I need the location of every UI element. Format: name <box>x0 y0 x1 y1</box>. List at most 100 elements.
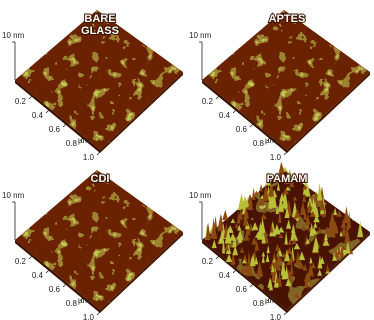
surface-spike <box>307 196 313 208</box>
surface-spike <box>225 243 232 255</box>
surface-spike <box>339 245 345 258</box>
surface-spike <box>261 254 265 263</box>
panel-label: GLASS <box>81 25 119 37</box>
x-tick-label: 0.6 <box>236 125 248 134</box>
x-axis-tick <box>96 311 101 316</box>
surface-spike <box>225 253 233 262</box>
surface-spike <box>282 187 289 195</box>
surface-spike <box>298 251 306 261</box>
surface-spike <box>234 222 239 229</box>
surface-spike <box>297 260 305 269</box>
surface-spike <box>309 256 313 264</box>
surface-spike <box>265 253 270 263</box>
surface-spike <box>269 222 274 233</box>
surface-spike <box>275 243 280 251</box>
surface-spike <box>256 200 264 206</box>
surface-spike <box>313 221 318 228</box>
surface-spike <box>256 260 264 277</box>
surface-spike <box>270 264 275 273</box>
surface-spike <box>261 251 266 257</box>
x-axis-tick <box>249 123 254 128</box>
surface-spike <box>275 273 279 283</box>
surface-spike <box>244 262 250 273</box>
surface-spike <box>290 227 296 233</box>
x-tick-label: 0.6 <box>49 285 61 294</box>
surface-spike <box>254 190 259 195</box>
surface-spike <box>276 182 281 191</box>
x-axis-tick <box>232 269 237 274</box>
x-axis-unit: µm <box>265 296 277 305</box>
surface-spike <box>309 222 314 236</box>
afm-panel: 10 nm 0.2 0.4 0.6 0.8 1.0 µm CDI <box>2 170 183 320</box>
x-axis-tick <box>79 137 84 142</box>
surface-spike <box>219 214 224 231</box>
x-axis-unit: µm <box>78 136 90 145</box>
surface-spike <box>275 204 279 215</box>
surface-edge <box>15 80 100 153</box>
surface-spike <box>211 239 217 249</box>
surface-texture <box>202 10 370 150</box>
surface-spike <box>240 264 246 274</box>
surface-spike <box>317 255 323 269</box>
surface-spike <box>289 252 294 263</box>
x-axis-tick <box>45 269 50 274</box>
x-tick-label: 0.8 <box>66 299 78 308</box>
surface-spike <box>261 231 266 244</box>
surface-spike <box>237 205 242 211</box>
surface-spike <box>229 233 237 241</box>
x-tick-label: 1.0 <box>270 313 282 320</box>
x-tick-label: 0.2 <box>15 97 27 106</box>
x-tick-label: 0.8 <box>253 299 265 308</box>
surface-spike <box>336 210 343 217</box>
x-axis-tick <box>215 95 220 100</box>
surface-spike <box>293 243 301 250</box>
surface-spike <box>327 231 333 236</box>
surface-spike <box>285 260 293 265</box>
afm-panel: 10 nm 0.2 0.4 0.6 0.8 1.0 µm APTES <box>189 10 370 162</box>
x-tick-label: 0.8 <box>66 139 78 148</box>
x-axis-tick <box>266 297 271 302</box>
surface-spike <box>284 206 290 219</box>
surface-spike <box>305 213 311 225</box>
surface-spike <box>226 225 234 233</box>
x-axis-tick <box>96 151 101 156</box>
panel-label: PAMAM <box>267 173 308 185</box>
surface-spike <box>218 238 225 243</box>
surface-spike <box>310 197 317 213</box>
surface-spike <box>293 292 300 298</box>
x-axis-tick <box>79 297 84 302</box>
surface-spike <box>304 278 308 289</box>
surface-spike <box>243 207 249 226</box>
surface-spike <box>239 200 246 207</box>
surface-spike <box>273 223 281 235</box>
surface-spike <box>310 262 316 269</box>
surface-edge <box>100 72 183 153</box>
surface-spike <box>254 256 259 265</box>
surface-spike <box>288 273 293 280</box>
surface-spike <box>292 196 298 201</box>
surface-spike <box>260 213 268 220</box>
surface-spike <box>213 215 218 229</box>
afm-panel: 10 nm 0.2 0.4 0.6 0.8 1.0 µm PAMAM <box>189 161 370 320</box>
x-tick-label: 0.2 <box>202 257 214 266</box>
surface-edge <box>100 232 183 313</box>
x-axis-tick <box>249 283 254 288</box>
surface-spike <box>322 238 330 246</box>
surface-spike <box>317 226 322 233</box>
surface-spike <box>290 261 294 275</box>
surface-spike <box>277 226 285 233</box>
surface-spike <box>313 236 319 250</box>
surface-spike <box>315 205 319 218</box>
surface-spike <box>282 190 288 209</box>
surface-spike <box>295 250 301 266</box>
x-axis-unit: µm <box>78 296 90 305</box>
surface-spike <box>281 266 287 280</box>
surface-spike <box>285 277 292 286</box>
surface-spike <box>272 190 277 208</box>
surface-spike <box>281 252 287 258</box>
surface-spike <box>294 210 299 218</box>
surface-spike <box>331 255 338 261</box>
x-axis-tick <box>62 123 67 128</box>
x-tick-label: 0.4 <box>32 111 44 120</box>
